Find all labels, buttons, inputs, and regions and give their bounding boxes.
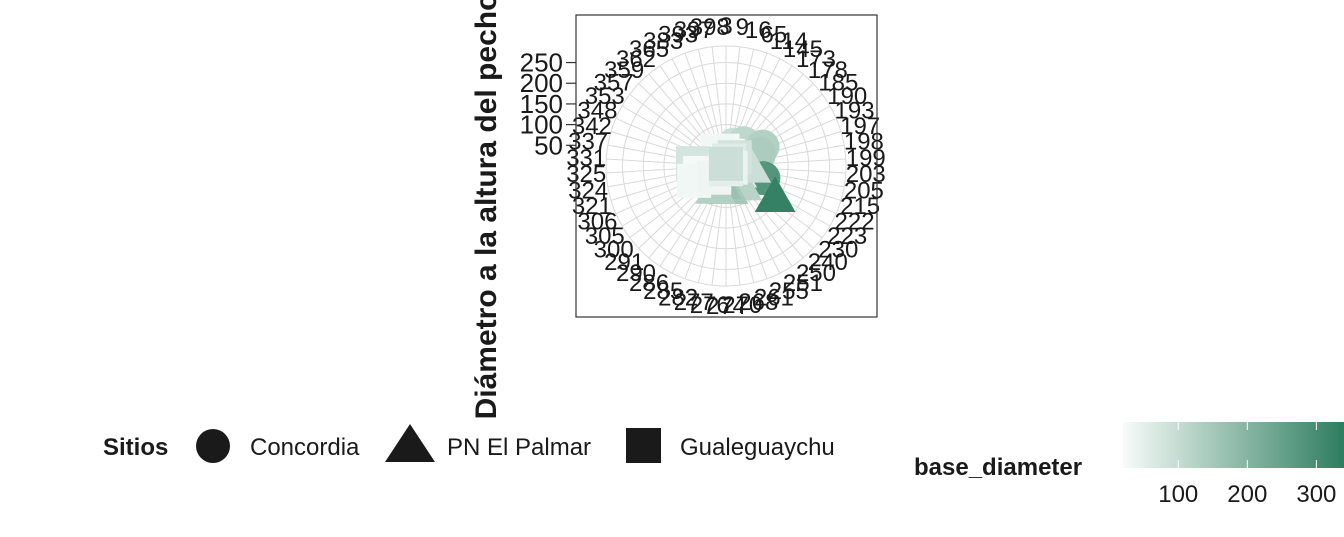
angle-tick-label: 362 <box>616 46 656 73</box>
angle-tick-label: 3 <box>719 13 732 40</box>
angle-tick-label: 185 <box>818 69 858 96</box>
angle-tick-label: 321 <box>572 193 612 220</box>
y-axis-title: Diámetro a la altura del pecho <box>470 0 503 419</box>
angle-tick-label: 178 <box>808 57 848 84</box>
angle-tick-label: 337 <box>568 129 608 156</box>
color-legend-title: base_diameter <box>914 454 1082 481</box>
legend-circle-icon <box>196 429 230 463</box>
angle-tick-label: 324 <box>568 177 608 204</box>
angle-tick-label: 290 <box>616 260 656 287</box>
angle-tick-label: 251 <box>783 270 823 297</box>
angle-tick-label: 300 <box>594 237 634 264</box>
radial-tick-label: 150 <box>520 89 563 119</box>
angle-tick-label: 383 <box>643 28 683 55</box>
colorbar-ticks: 100 200 300 <box>1158 422 1336 508</box>
angle-tick-label: 197 <box>840 113 880 140</box>
color-legend: base_diameter 100 200 300 <box>914 422 1344 508</box>
point-gualeguaychu <box>709 146 743 181</box>
angle-tick-label: 325 <box>566 161 606 188</box>
angle-tick-label: 16 <box>745 17 772 44</box>
legend-label-gualeguaychu: Gualeguaychu <box>680 434 835 461</box>
angle-tick-label: 240 <box>808 249 848 276</box>
angle-tick-label: 261 <box>754 285 794 312</box>
shape-legend: Sitios Concordia PN El Palmar Gualeguayc… <box>103 424 835 463</box>
angle-tick-label: 203 <box>846 161 886 188</box>
colorbar-tick-label: 300 <box>1296 481 1336 508</box>
angle-tick-label: 65 <box>761 21 788 48</box>
angle-tick-label: 199 <box>846 145 886 172</box>
angle-tick-label: 342 <box>572 113 612 140</box>
colorbar-tick-label: 100 <box>1158 481 1198 508</box>
data-points <box>676 126 796 212</box>
angle-tick-label: 268 <box>738 289 778 316</box>
radial-tick-label: 100 <box>520 110 563 140</box>
angle-tick-label: 255 <box>769 278 809 305</box>
angle-tick-label: 145 <box>783 36 823 63</box>
angle-tick-label: 397 <box>674 17 714 44</box>
angle-tick-label: 173 <box>796 46 836 73</box>
radial-tick-label: 200 <box>520 68 563 98</box>
angle-tick-label: 282 <box>658 285 698 312</box>
legend-label-pn-el-palmar: PN El Palmar <box>447 434 591 461</box>
angle-tick-label: 190 <box>827 83 867 110</box>
angle-tick-label: 305 <box>585 223 625 250</box>
angle-tick-label: 277 <box>674 289 714 316</box>
angle-tick-label: 193 <box>835 98 875 125</box>
angle-tick-label: 359 <box>604 57 644 84</box>
angle-tick-label: 393 <box>658 21 698 48</box>
legend-triangle-icon <box>385 424 435 462</box>
angle-tick-label: 230 <box>818 237 858 264</box>
angle-tick-label: 365 <box>629 36 669 63</box>
angle-tick-label: 398 <box>690 14 730 41</box>
panel-border <box>575 14 878 318</box>
angle-tick-label: 270 <box>722 292 762 319</box>
angle-tick-label: 353 <box>585 83 625 110</box>
angle-tick-labels: 3 916651141451731781851901931971981992032… <box>566 13 886 320</box>
shape-legend-title: Sitios <box>103 434 168 461</box>
angle-tick-label: 285 <box>643 278 683 305</box>
angle-tick-label: 291 <box>604 249 644 276</box>
angle-tick-label: 357 <box>594 69 634 96</box>
colorbar-tick-label: 200 <box>1227 481 1267 508</box>
angle-tick-label: 274 <box>706 293 746 320</box>
angle-tick-label: 215 <box>840 193 880 220</box>
legend-square-icon <box>626 428 661 463</box>
radial-tick-label: 50 <box>534 130 563 160</box>
angle-tick-label: 286 <box>629 270 669 297</box>
radial-tick-label: 250 <box>520 48 563 78</box>
angle-tick-label: 306 <box>577 208 617 235</box>
point-pn-el-palmar <box>754 176 796 212</box>
angle-tick-label: 276 <box>690 292 730 319</box>
colorbar <box>1123 422 1344 468</box>
angle-tick-label: 114 <box>770 28 808 55</box>
angle-tick-label: 331 <box>566 145 606 172</box>
angle-tick-label: 223 <box>827 223 867 250</box>
angle-tick-label: 222 <box>835 208 875 235</box>
legend-label-concordia: Concordia <box>250 434 360 461</box>
angle-tick-label: 250 <box>796 260 836 287</box>
angle-tick-label: 9 <box>736 14 749 41</box>
angle-tick-label: 348 <box>577 98 617 125</box>
